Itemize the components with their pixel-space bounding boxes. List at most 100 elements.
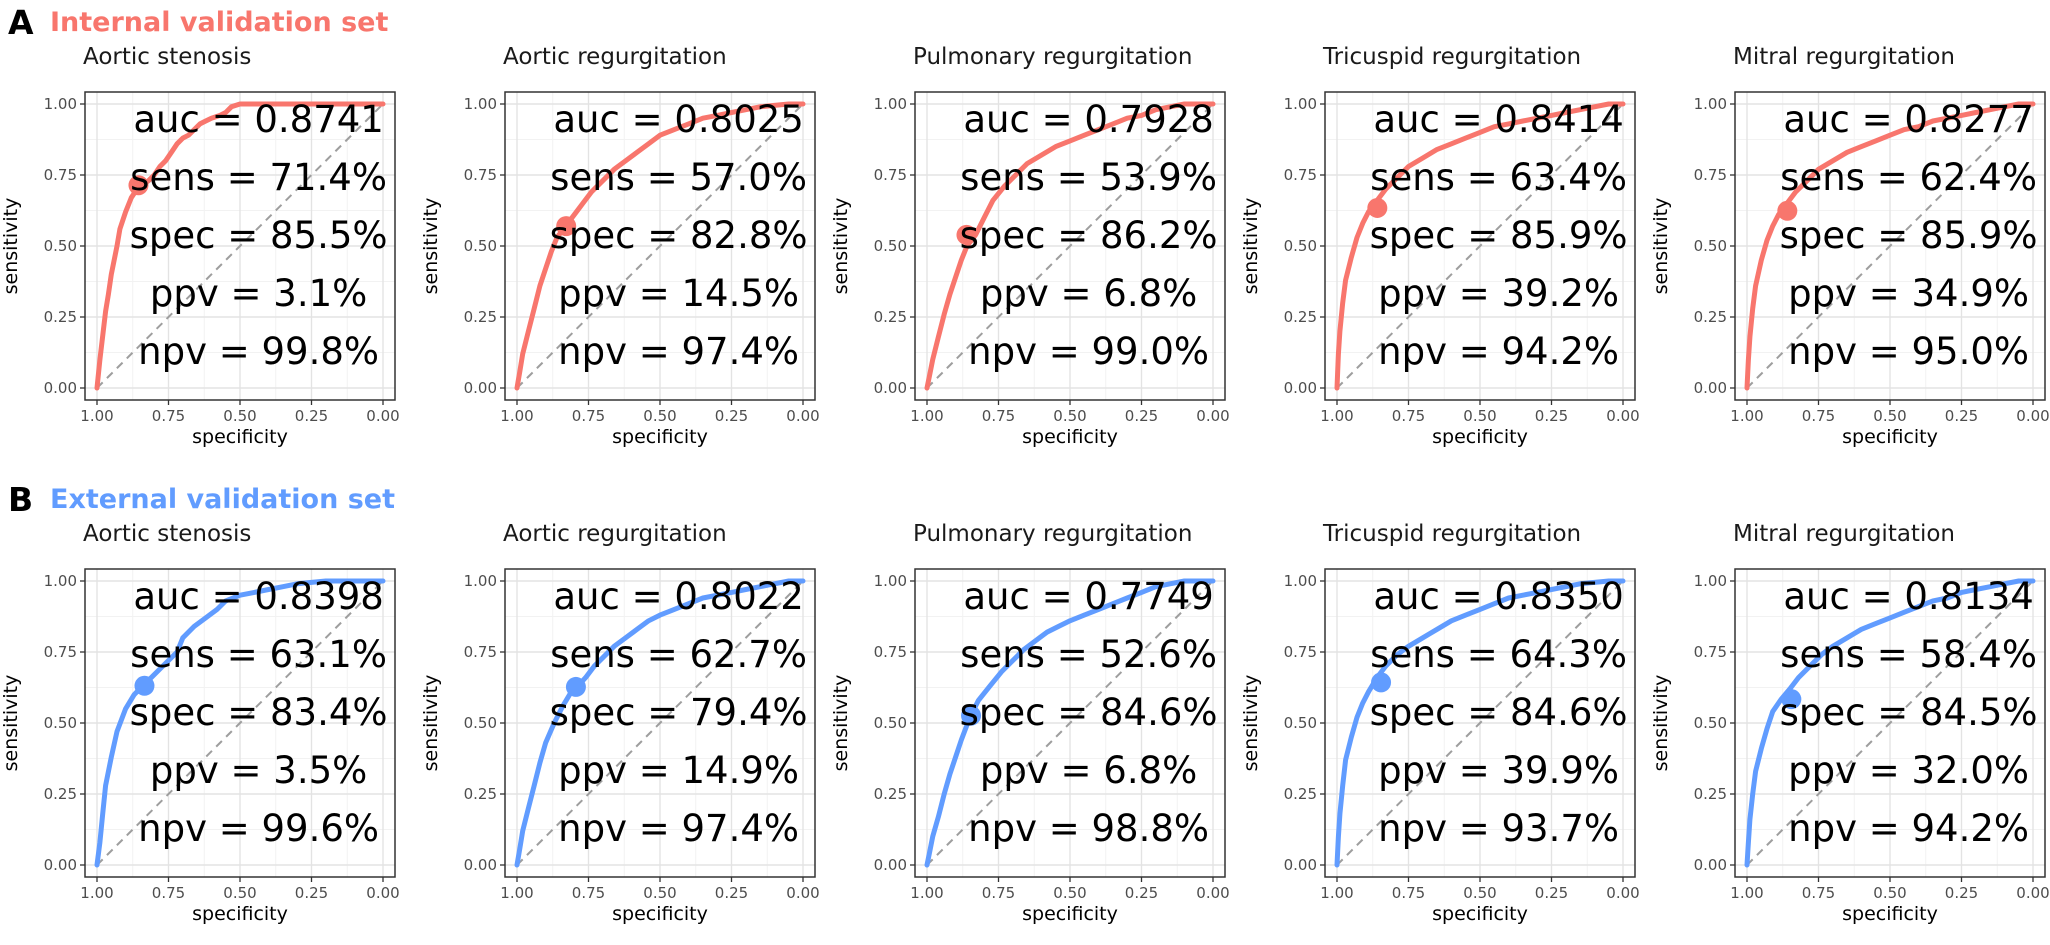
x-tick-label: 0.25 — [1535, 884, 1568, 902]
metric-label: spec = 85.9% — [1780, 214, 2038, 257]
metric-label: auc = 0.7749 — [963, 575, 1213, 618]
x-tick-label: 0.25 — [1945, 407, 1978, 425]
reference-diagonal — [926, 103, 1214, 389]
roc-curve — [94, 578, 386, 868]
chart-title: Tricuspid regurgitation — [1322, 44, 1581, 70]
x-tick-label: 0.50 — [1873, 884, 1906, 902]
metric-label: ppv = 3.1% — [150, 272, 367, 315]
x-tick-label: 0.50 — [1873, 407, 1906, 425]
y-tick-label: 0.25 — [874, 308, 907, 326]
x-tick-label: 0.25 — [1125, 884, 1158, 902]
x-tick-label: 1.00 — [500, 884, 533, 902]
metric-label: npv = 99.6% — [138, 807, 379, 850]
roc-curve — [1744, 101, 2036, 391]
operating-point — [1781, 689, 1802, 710]
operating-point — [134, 675, 155, 696]
y-axis-title: sensitivity — [1650, 675, 1672, 772]
y-tick-label: 0.25 — [464, 308, 497, 326]
roc-curve — [94, 101, 386, 391]
metric-label: spec = 82.8% — [550, 214, 808, 257]
metric-label: spec = 84.6% — [960, 691, 1218, 734]
y-tick-label: 0.00 — [464, 379, 497, 397]
chart-title: Mitral regurgitation — [1733, 521, 1955, 547]
x-tick-label: 0.00 — [1196, 407, 1229, 425]
reference-diagonal — [516, 103, 804, 389]
metric-label: sens = 53.9% — [960, 156, 1217, 199]
x-tick-label: 0.00 — [1606, 884, 1639, 902]
x-axis-title: specificity — [192, 903, 288, 925]
y-tick-label: 0.50 — [1694, 237, 1727, 255]
operating-point — [1777, 200, 1798, 221]
y-tick-label: 0.25 — [1694, 785, 1727, 803]
y-tick-label: 1.00 — [874, 95, 907, 113]
panel-letter: A — [8, 3, 34, 42]
metric-label: auc = 0.8350 — [1373, 575, 1623, 618]
x-tick-label: 0.00 — [1606, 407, 1639, 425]
metric-label: sens = 57.0% — [550, 156, 807, 199]
reference-diagonal — [1336, 103, 1624, 389]
metric-label: npv = 97.4% — [558, 807, 799, 850]
x-tick-label: 0.75 — [572, 407, 605, 425]
y-tick-label: 0.00 — [1284, 379, 1317, 397]
y-tick-label: 0.50 — [874, 714, 907, 732]
chart-title: Tricuspid regurgitation — [1322, 521, 1581, 547]
x-tick-label: 0.25 — [295, 407, 328, 425]
metric-label: spec = 83.4% — [130, 691, 388, 734]
roc-curve — [514, 578, 806, 868]
metric-label: spec = 85.9% — [1370, 214, 1628, 257]
metric-label: ppv = 34.9% — [1788, 272, 2029, 315]
x-tick-label: 0.25 — [1535, 407, 1568, 425]
y-tick-label: 0.50 — [464, 237, 497, 255]
operating-point — [128, 175, 149, 196]
y-tick-label: 0.50 — [464, 714, 497, 732]
y-tick-label: 1.00 — [1694, 95, 1727, 113]
y-axis-title: sensitivity — [1240, 675, 1262, 772]
x-axis-title: specificity — [1022, 426, 1118, 448]
y-tick-label: 0.75 — [44, 643, 77, 661]
y-tick-label: 0.25 — [1694, 308, 1727, 326]
x-axis-title: specificity — [612, 903, 708, 925]
y-tick-label: 0.50 — [44, 714, 77, 732]
y-tick-label: 1.00 — [1284, 572, 1317, 590]
metric-label: spec = 79.4% — [550, 691, 808, 734]
x-tick-label: 0.50 — [1053, 884, 1086, 902]
x-tick-label: 0.00 — [366, 884, 399, 902]
y-tick-label: 0.75 — [464, 166, 497, 184]
x-axis-title: specificity — [1842, 903, 1938, 925]
x-axis-title: specificity — [1842, 426, 1938, 448]
reference-diagonal — [1746, 103, 2034, 389]
metric-label: spec = 85.5% — [130, 214, 388, 257]
roc-chart: Aortic stenosis 1.00 0.75 0.50 0.25 0.00 0.00 0… — [0, 521, 400, 925]
metric-label: npv = 94.2% — [1378, 330, 1619, 373]
metric-label: sens = 58.4% — [1780, 633, 2037, 676]
y-tick-label: 0.00 — [44, 856, 77, 874]
x-tick-label: 0.50 — [223, 884, 256, 902]
metric-label: npv = 99.0% — [968, 330, 1209, 373]
metric-label: ppv = 6.8% — [980, 272, 1197, 315]
x-tick-label: 0.50 — [1463, 407, 1496, 425]
y-tick-label: 0.00 — [874, 379, 907, 397]
y-tick-label: 1.00 — [1694, 572, 1727, 590]
y-axis-title: sensitivity — [420, 675, 442, 772]
x-tick-label: 0.75 — [572, 884, 605, 902]
chart-title: Aortic regurgitation — [503, 44, 727, 70]
metric-label: spec = 84.6% — [1370, 691, 1628, 734]
y-tick-label: 0.50 — [1284, 237, 1317, 255]
metric-label: spec = 84.5% — [1780, 691, 2038, 734]
roc-curve — [924, 101, 1216, 391]
metric-label: auc = 0.8134 — [1783, 575, 2033, 618]
operating-point — [1367, 197, 1388, 218]
x-tick-label: 0.75 — [1392, 884, 1425, 902]
x-tick-label: 0.00 — [2016, 407, 2049, 425]
roc-chart: Pulmonary regurgitation 1.00 0.75 0.50 0.25 0… — [830, 44, 1230, 448]
y-tick-label: 0.25 — [44, 785, 77, 803]
x-axis-title: specificity — [192, 426, 288, 448]
operating-point — [1371, 672, 1392, 693]
x-tick-label: 1.00 — [80, 407, 113, 425]
metric-label: auc = 0.8414 — [1373, 98, 1623, 141]
metric-label: sens = 64.3% — [1370, 633, 1627, 676]
y-tick-label: 0.50 — [1284, 714, 1317, 732]
metric-label: auc = 0.8277 — [1783, 98, 2033, 141]
metric-label: sens = 62.7% — [550, 633, 807, 676]
metric-label: ppv = 14.5% — [558, 272, 799, 315]
